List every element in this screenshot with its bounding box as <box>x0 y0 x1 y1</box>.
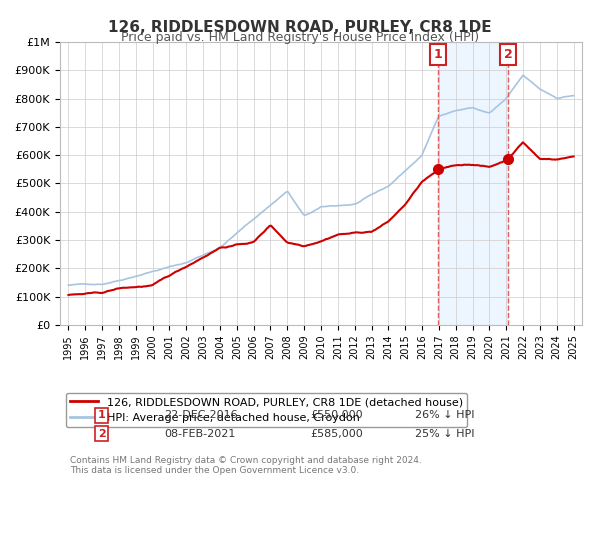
Bar <box>439 42 508 325</box>
Text: Contains HM Land Registry data © Crown copyright and database right 2024.
This d: Contains HM Land Registry data © Crown c… <box>70 456 422 475</box>
Text: 22-DEC-2016: 22-DEC-2016 <box>164 410 238 421</box>
Text: 2: 2 <box>503 48 512 61</box>
Text: 26% ↓ HPI: 26% ↓ HPI <box>415 410 475 421</box>
Text: £550,000: £550,000 <box>311 410 363 421</box>
Text: 2: 2 <box>98 428 106 438</box>
Text: £585,000: £585,000 <box>311 428 364 438</box>
Text: 25% ↓ HPI: 25% ↓ HPI <box>415 428 475 438</box>
Text: 08-FEB-2021: 08-FEB-2021 <box>164 428 236 438</box>
Text: 1: 1 <box>434 48 443 61</box>
Text: 1: 1 <box>98 410 106 421</box>
Text: Price paid vs. HM Land Registry's House Price Index (HPI): Price paid vs. HM Land Registry's House … <box>121 31 479 44</box>
Legend: 126, RIDDLESDOWN ROAD, PURLEY, CR8 1DE (detached house), HPI: Average price, det: 126, RIDDLESDOWN ROAD, PURLEY, CR8 1DE (… <box>65 393 467 427</box>
Text: 126, RIDDLESDOWN ROAD, PURLEY, CR8 1DE: 126, RIDDLESDOWN ROAD, PURLEY, CR8 1DE <box>108 20 492 35</box>
